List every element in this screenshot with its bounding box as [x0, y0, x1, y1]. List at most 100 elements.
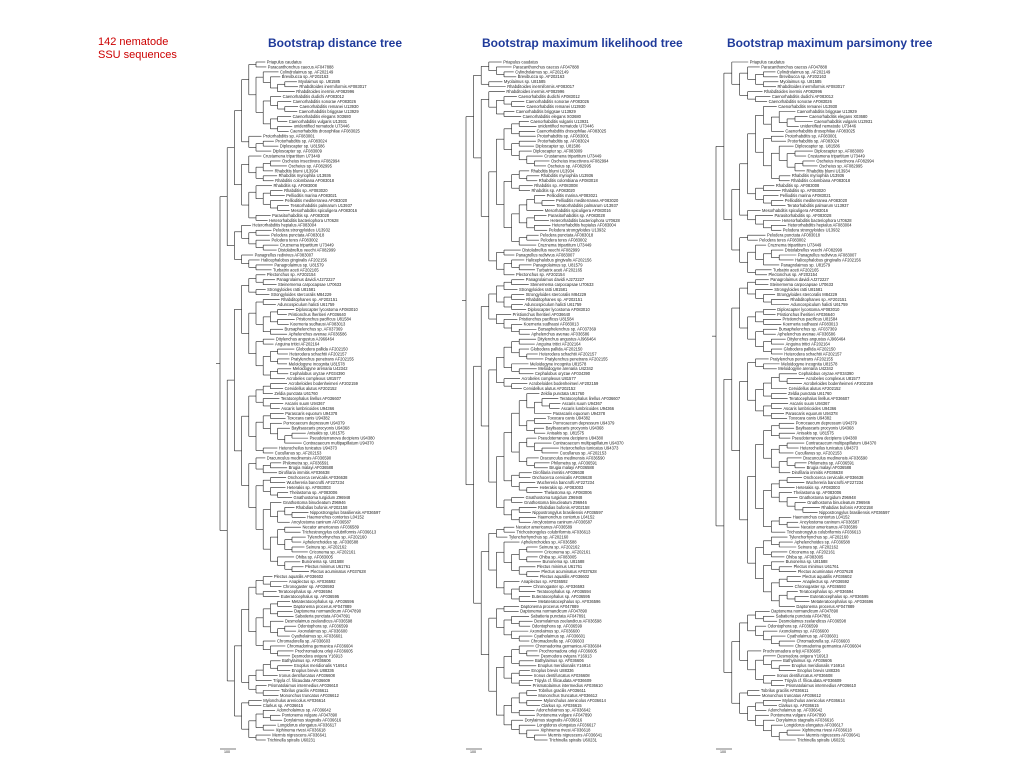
- taxon-label: Rhabditis sp. AF083008: [534, 183, 578, 188]
- taxon-label: Dracunculus medinensis AF036590: [803, 455, 868, 460]
- taxon-label: Teratocephalus lirellus AF036607: [789, 396, 850, 401]
- taxon-label: Tylenchorhynchus sp. AF202160: [307, 534, 367, 539]
- taxon-label: Caenorhabditis vulgaris U13931: [814, 119, 873, 124]
- taxon-label: Aphelenchoides sp. AF036588: [521, 539, 577, 544]
- taxon-label: Caenorhabditis remanei U13930: [778, 104, 838, 109]
- taxon-label: Pristionchus lheritieri AF036640: [777, 312, 835, 317]
- taxon-label: Caenorhabditis sonorae AF083026: [526, 99, 590, 104]
- taxon-label: Ohiba sp. AF083005: [296, 554, 334, 559]
- taxon-label: Pelodera teres AF083002: [540, 238, 587, 243]
- taxon-label: Tobrilus gracilis AF036611: [281, 688, 329, 693]
- taxon-label: Pelodera punctata AF083018: [271, 233, 325, 238]
- taxon-label: Heterodera schachtii AF202157: [289, 351, 347, 356]
- taxon-label: Paracanthonchus caecus AF047888: [761, 64, 827, 69]
- taxon-label: Criconema sp. AF202161: [544, 549, 591, 554]
- taxon-label: Teratorhabditis palmarum U13937: [556, 203, 618, 208]
- taxon-label: Gnathostoma binucleatum Z96946: [807, 500, 871, 505]
- taxon-label: Odontophora sp. AF036599: [768, 624, 819, 629]
- taxon-label: Contracaecum multipapillatum U94370: [553, 440, 624, 445]
- mp-tree-title: Bootstrap maximum parsimony tree: [727, 36, 933, 50]
- distance-tree-panel: Priapulus caudatus Paracanthonchus caecus…: [214, 58, 462, 754]
- taxon-label: Heterorhabditis hepialus AF083004: [552, 223, 617, 228]
- taxon-label: Prismatolaimus intermedius AF036610: [533, 683, 604, 688]
- taxon-label: Sabatieria punctata AF047891: [295, 614, 351, 619]
- taxon-label: Globodera pallida AF202150: [531, 346, 584, 351]
- taxon-label: Diploscapter sp. U81586: [280, 144, 326, 149]
- taxon-label: Meloidogyne arenaria U42342: [538, 366, 594, 371]
- taxon-label: Oscheius sp. AF082995: [548, 163, 592, 168]
- taxon-label: Baylisascaris procyonis U94368: [546, 426, 605, 431]
- taxon-label: Chromadorina germanica AF036604: [535, 643, 602, 648]
- taxon-label: Adoncholaimus sp. AF036642: [536, 708, 591, 713]
- taxon-label: Caenorhabditis drosophilae AF083025: [290, 129, 360, 134]
- taxon-label: Aduncospiculum halicti U61759: [524, 302, 582, 307]
- taxon-label: Ascaris lumbricoides U94366: [783, 406, 837, 411]
- taxon-label: Mylonchulus arenicolus AF036614: [544, 698, 607, 703]
- taxon-label: Plectus minimus U61761: [305, 564, 351, 569]
- taxon-label: Nippostrongylus brasiliensis AF036597: [532, 510, 603, 515]
- taxon-label: Aphelenchus avenae AF036586: [777, 332, 836, 337]
- taxon-label: Trichostrongylus colubriformis AF036613: [787, 530, 862, 535]
- taxon-label: Cruznema tripartitum U73449: [280, 243, 334, 248]
- taxon-label: Dirofilaria immitis AF036638: [792, 470, 844, 475]
- taxon-label: Rhabditoides inermis AF082996: [506, 89, 565, 94]
- taxon-label: Criconema sp. AF202161: [309, 549, 356, 554]
- taxon-label: Aphelenchoides sp. AF036588: [794, 539, 850, 544]
- taxon-label: Rhabditis myriophila U13936: [792, 173, 845, 178]
- taxon-label: Aduncospiculum halicti U61759: [791, 302, 849, 307]
- taxon-label: Caenorhabditis dudichi AF083012: [518, 94, 580, 99]
- taxon-label: Ditylenchus angustus AJ966464: [787, 337, 846, 342]
- taxon-label: Oscheius insectivora AF082994: [282, 158, 340, 163]
- taxon-label: Heterocheilus tunicatus U94373: [560, 445, 619, 450]
- ml-tree-panel: Priapulus caudatus Paracanthonchus caecus…: [460, 58, 714, 754]
- taxon-label: Euteratocephalus sp. AF036595: [532, 594, 591, 599]
- taxon-label: Caenorhabditis vulgaris U13931: [289, 119, 348, 124]
- taxon-label: Heterorhabditis hepialus AF083004: [252, 223, 317, 228]
- sample-note-line-2: SSU sequences: [98, 49, 177, 61]
- taxon-label: Tripyla cf. filicaudata AF036609: [273, 678, 331, 683]
- taxon-label: Cyatholaimus sp. AF036601: [291, 633, 343, 638]
- taxon-label: Prismatolaimus intermedius AF036610: [268, 683, 339, 688]
- taxon-label: Cephalobus oryzae AF034390: [535, 371, 591, 376]
- taxon-label: Metateratocephalus sp. AF036596: [538, 599, 601, 604]
- taxon-label: Heterocheilus tunicatus U94373: [279, 445, 338, 450]
- taxon-label: Porrocaecum depressum U94379: [796, 421, 858, 426]
- taxon-label: Axonolaimus sp. AF036600: [298, 629, 349, 634]
- taxon-label: Dirofilaria immitis AF036638: [279, 470, 331, 475]
- taxon-label: Ohiba sp. AF083005: [786, 554, 824, 559]
- taxon-label: Acrobeloides bodenheimeri AF202159: [288, 381, 358, 386]
- taxon-label: Tobrilus gracilis AF036611: [538, 688, 586, 693]
- taxon-label: Rhabditis sp. AF083008: [273, 183, 317, 188]
- taxon-label: Acrobeles complexus U81577: [522, 376, 577, 381]
- taxon-label: Anguina tritici AF202164: [536, 341, 581, 346]
- taxon-label: Tobrilus gracilis AF036611: [761, 688, 809, 693]
- taxon-label: Enoplus brevis U88336: [531, 668, 574, 673]
- taxon-label: Oscheius sp. AF082995: [819, 163, 863, 168]
- taxon-label: Gnathostoma binucleatum Z96946: [524, 500, 588, 505]
- taxon-label: Contracaecum multipapillatum U94370: [806, 440, 877, 445]
- taxon-label: Caenorhabditis briggsae U13929: [797, 109, 858, 114]
- taxon-label: Caenorhabditis elegans X03680: [809, 114, 868, 119]
- taxon-label: Xiphinema rivesi AF036618: [802, 728, 853, 733]
- taxon-label: Tripyla cf. filicaudata AF036609: [534, 678, 592, 683]
- taxon-label: Daptonema normandicum AF047890: [294, 609, 362, 614]
- taxon-label: Caenorhabditis remanei U13930: [526, 104, 586, 109]
- taxon-label: Pelodera strongyloides U13932: [783, 228, 841, 233]
- taxon-label: Ascaris lumbricoides U94366: [281, 406, 335, 411]
- taxon-label: Mermis nigrescens AF036641: [806, 732, 861, 737]
- taxon-label: Ascaris lumbricoides U94366: [561, 406, 615, 411]
- taxon-label: unidentified nematode U73446: [800, 124, 856, 129]
- taxon-label: Ancylostoma caninum AF036587: [291, 520, 352, 525]
- taxon-label: Cephalobus oryzae AF034390: [290, 371, 346, 376]
- taxon-label: Daptonema procerus AF047889: [796, 604, 855, 609]
- taxon-label: Myolaimus sp. U81585: [780, 79, 822, 84]
- taxon-label: Cyatholaimus sp. AF036601: [534, 633, 586, 638]
- taxon-label: Anaplectus sp. AF036592: [521, 579, 568, 584]
- taxon-label: Teratorhabditis palmarum U13937: [290, 203, 352, 208]
- scale-bar-label: 100: [470, 750, 476, 754]
- taxon-label: Contracaecum multipapillatum U94370: [303, 440, 374, 445]
- taxon-label: Onchocerca cervicalis AF036638: [532, 475, 593, 480]
- taxon-label: Sabatieria punctata AF047891: [531, 614, 587, 619]
- taxon-label: Prochromadora orleji AF036605: [295, 648, 354, 653]
- taxon-label: Pellioditis mediterranea AF083020: [556, 198, 619, 203]
